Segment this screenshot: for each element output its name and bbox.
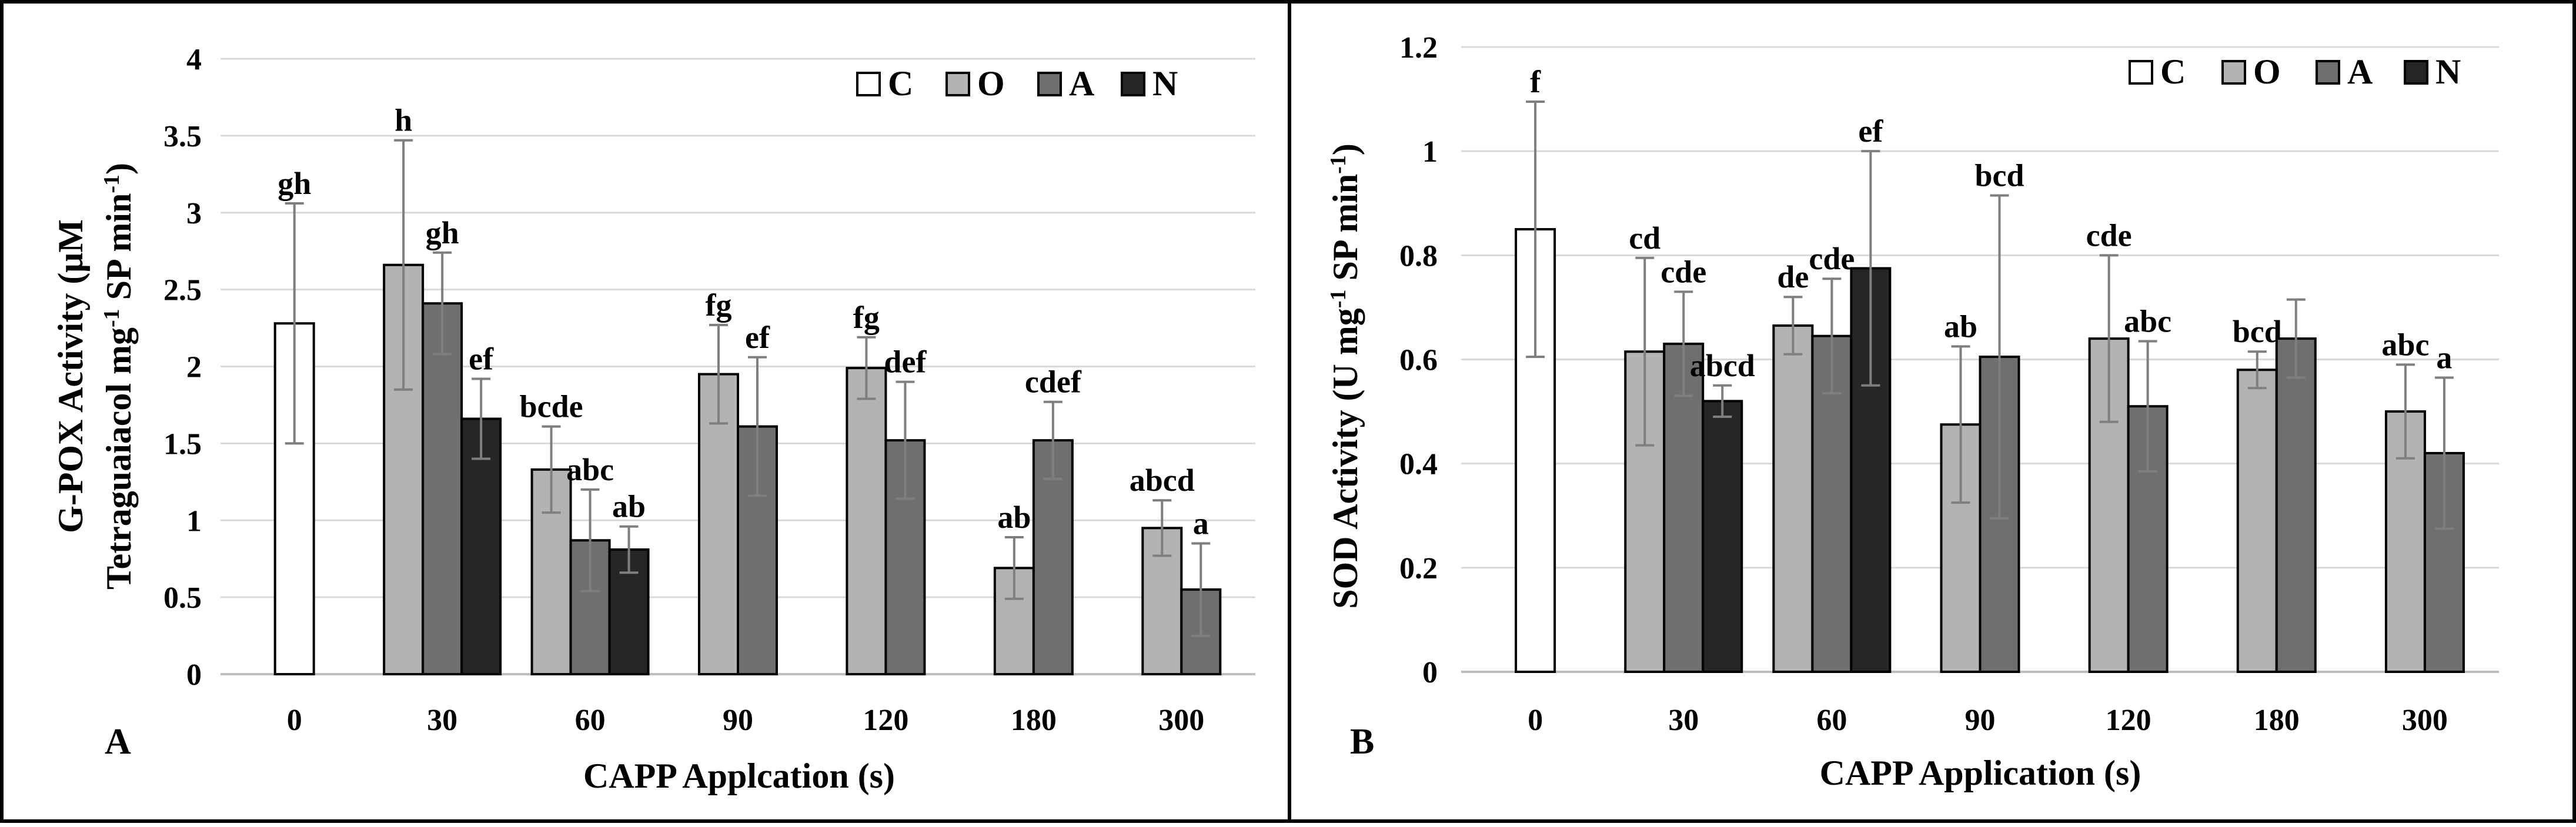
legend-label-N: N [2435, 52, 2461, 91]
y-tick-label: 0.5 [163, 581, 202, 615]
y-tick-label: 0 [186, 658, 202, 692]
legend-label-O: O [977, 64, 1005, 103]
bar-N [1702, 400, 1743, 673]
legend-label-C: C [888, 64, 913, 103]
significance-label: a [1193, 506, 1209, 541]
y-tick-label: 0.6 [1399, 344, 1438, 377]
legend-label-C: C [2160, 52, 2186, 91]
significance-label: fg [853, 300, 880, 335]
panel-b-xlabel: CAPP Application (s) [1820, 754, 2141, 792]
panel-a: G-POX Activity (μM Tetraguaiacol mg-1 SP… [51, 43, 1255, 795]
x-tick-label: 30 [427, 704, 457, 737]
bar-N [460, 417, 502, 675]
panel-a-ylabel-line1: G-POX Activity (μM [51, 219, 90, 533]
significance-label: ef [745, 320, 770, 355]
x-tick-label: 0 [1528, 704, 1543, 737]
x-tick-label: 300 [2402, 704, 2448, 737]
panel-a-ylabel-line2: Tetraguaiacol mg-1 SP min-1) [99, 163, 138, 590]
y-tick-label: 2 [186, 351, 202, 384]
significance-label: f [1530, 64, 1541, 99]
legend-swatch-A [2316, 60, 2340, 85]
bar-O [846, 367, 887, 675]
significance-label: bcd [1974, 158, 2024, 193]
y-tick-label: 1 [1422, 135, 1438, 169]
y-tick-label: 3.5 [163, 120, 202, 153]
significance-label: abc [2124, 303, 2171, 339]
y-tick-label: 0 [1422, 656, 1438, 689]
significance-label: abcd [1690, 348, 1755, 383]
legend-label-A: A [2347, 52, 2373, 91]
legend-swatch-C [856, 72, 881, 96]
significance-label: ab [612, 489, 646, 524]
significance-label: ef [469, 341, 494, 376]
x-tick-label: 180 [1011, 704, 1057, 737]
x-tick-label: 90 [723, 704, 753, 737]
significance-label: fg [706, 287, 732, 323]
significance-label: bcde [520, 389, 583, 424]
significance-label: ab [997, 500, 1031, 535]
significance-label: def [884, 344, 927, 380]
x-tick-label: 0 [287, 704, 302, 737]
x-tick-label: 120 [2106, 704, 2151, 737]
legend-swatch-N [1121, 72, 1145, 96]
x-tick-label: 180 [2254, 704, 2300, 737]
panel-a-xlabel: CAPP Applcation (s) [583, 756, 895, 795]
panel-b-plot: 00.20.40.60.811.20f30cdcdeabcd60decdeef9… [1399, 31, 2499, 737]
x-tick-label: 300 [1158, 704, 1204, 737]
significance-label: ef [1858, 113, 1883, 149]
significance-label: gh [426, 215, 459, 250]
y-tick-label: 2.5 [163, 274, 202, 307]
y-tick-label: 4 [186, 43, 202, 76]
significance-label: h [395, 103, 412, 138]
legend-swatch-C [2129, 60, 2153, 85]
significance-label: bcd [2233, 314, 2282, 349]
legend-swatch-N [2404, 60, 2428, 85]
bar-A [2275, 337, 2317, 673]
legend-swatch-O [2221, 60, 2246, 85]
y-tick-label: 3 [186, 197, 202, 230]
y-tick-label: 0.8 [1399, 239, 1438, 273]
significance-label: ab [1944, 309, 1977, 344]
x-tick-label: 60 [1816, 704, 1847, 737]
legend-label-N: N [1152, 64, 1178, 103]
legend-label-A: A [1069, 64, 1094, 103]
significance-label: abc [2381, 327, 2429, 362]
x-tick-label: 60 [575, 704, 606, 737]
significance-label: cde [1660, 254, 1706, 289]
y-tick-label: 0.2 [1399, 552, 1438, 585]
panel-a-plot: 00.511.522.533.540gh30hghef60bcdeabcab90… [163, 43, 1255, 737]
bar-A [422, 302, 463, 675]
panel-b-frame [1288, 0, 2576, 823]
bar-O [2236, 369, 2278, 673]
panel-b: SOD Activity (U mg-1 SP min-1) CAPP Appl… [1326, 31, 2499, 792]
y-tick-label: 1 [186, 504, 202, 538]
significance-label: cde [1809, 241, 1855, 276]
x-tick-label: 90 [1965, 704, 1996, 737]
significance-label: cd [1629, 220, 1660, 256]
x-tick-label: 120 [863, 704, 908, 737]
significance-label: a [2436, 340, 2452, 376]
panel-a-letter: A [105, 722, 131, 762]
bar-O [1772, 324, 1814, 673]
panel-b-ylabel: SOD Activity (U mg-1 SP min-1) [1326, 143, 1365, 609]
legend-swatch-O [945, 72, 970, 96]
significance-label: abcd [1130, 463, 1195, 498]
bar-A [1663, 342, 1705, 673]
y-tick-label: 1.5 [163, 427, 202, 461]
panel-b-letter: B [1350, 722, 1374, 762]
legend-swatch-A [1037, 72, 1062, 96]
y-tick-label: 0.4 [1399, 448, 1438, 481]
legend-label-O: O [2253, 52, 2281, 91]
significance-label: cdef [1025, 364, 1082, 400]
significance-label: de [1777, 259, 1809, 294]
x-tick-label: 30 [1668, 704, 1699, 737]
significance-label: abc [566, 452, 614, 487]
y-tick-label: 1.2 [1399, 31, 1438, 65]
significance-label: gh [278, 166, 311, 201]
significance-label: cde [2086, 217, 2132, 253]
